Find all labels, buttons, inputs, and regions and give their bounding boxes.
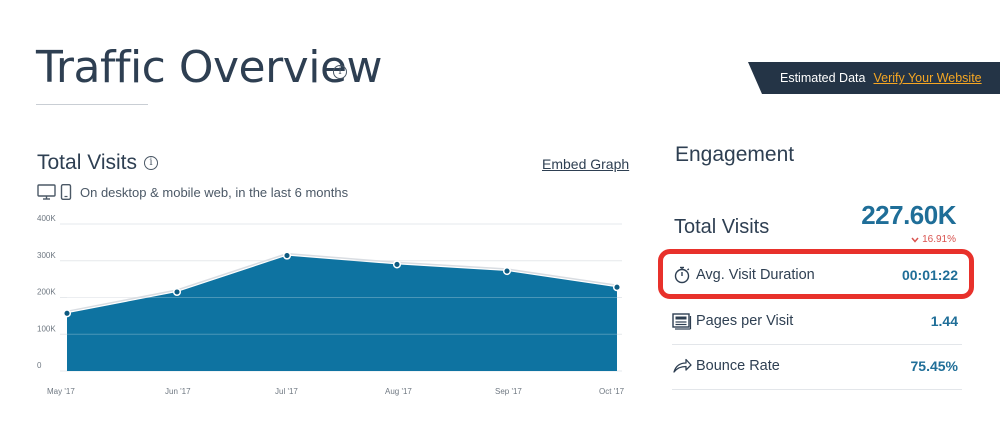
metric-divider bbox=[672, 389, 962, 390]
total-visits-chart: 0 100K 200K 300K 400K May '17 Jun '17 Jul '17 Au… bbox=[37, 214, 625, 396]
x-tick-label: Oct '17 bbox=[599, 387, 625, 396]
metric-avg-visit-duration: Avg. Visit Duration 00:01:22 bbox=[672, 255, 958, 295]
metric-value: 1.44 bbox=[930, 313, 958, 329]
x-tick-label: Jun '17 bbox=[165, 387, 191, 396]
engagement-title: Engagement bbox=[675, 143, 795, 166]
verify-website-link[interactable]: Verify Your Website bbox=[873, 71, 982, 85]
chevron-down-icon bbox=[911, 237, 919, 243]
estimated-data-banner: Estimated Data Verify Your Website bbox=[748, 62, 1000, 94]
total-visits-title: Total Visits bbox=[37, 151, 137, 174]
device-filter: On desktop & mobile web, in the last 6 m… bbox=[37, 184, 348, 200]
metric-pages-per-visit: Pages per Visit 1.44 bbox=[672, 301, 958, 341]
metric-divider bbox=[672, 344, 962, 345]
data-point[interactable] bbox=[282, 251, 292, 260]
metric-value: 75.45% bbox=[910, 358, 958, 374]
page-title: Traffic Overview bbox=[36, 42, 383, 93]
highlight-annotation bbox=[658, 249, 974, 299]
total-visits-info-icon[interactable]: i bbox=[144, 156, 158, 170]
metric-label: Avg. Visit Duration bbox=[696, 267, 815, 283]
y-tick-label: 100K bbox=[37, 324, 56, 333]
data-point[interactable] bbox=[502, 266, 512, 276]
mobile-icon bbox=[60, 184, 72, 200]
data-point[interactable] bbox=[612, 283, 622, 292]
total-visits-change: 16.91% bbox=[911, 234, 956, 245]
title-divider bbox=[36, 104, 148, 105]
embed-graph-link[interactable]: Embed Graph bbox=[542, 156, 630, 172]
total-visits-change-value: 16.91% bbox=[922, 234, 956, 245]
total-visits-label: Total Visits bbox=[674, 216, 770, 238]
x-tick-label: May '17 bbox=[47, 387, 75, 396]
data-point[interactable] bbox=[172, 287, 182, 297]
chart-subtitle: On desktop & mobile web, in the last 6 m… bbox=[80, 184, 349, 200]
stopwatch-icon bbox=[672, 265, 692, 285]
metric-value: 00:01:22 bbox=[901, 267, 958, 283]
estimated-data-label: Estimated Data bbox=[780, 71, 866, 85]
desktop-icon bbox=[37, 184, 56, 200]
total-visits-value: 227.60K bbox=[861, 200, 956, 230]
pages-icon bbox=[672, 311, 692, 331]
y-tick-label: 400K bbox=[37, 214, 56, 223]
y-tick-label: 200K bbox=[37, 288, 56, 297]
metric-label: Pages per Visit bbox=[696, 313, 794, 329]
data-point[interactable] bbox=[392, 260, 402, 269]
visits-line bbox=[66, 252, 618, 313]
x-tick-label: Aug '17 bbox=[385, 387, 412, 396]
y-tick-label: 300K bbox=[37, 251, 56, 260]
metric-bounce-rate: Bounce Rate 75.45% bbox=[672, 346, 958, 386]
x-tick-label: Sep '17 bbox=[495, 387, 522, 396]
data-point[interactable] bbox=[62, 309, 72, 318]
bounce-arrow-icon bbox=[672, 356, 692, 376]
x-tick-label: Jul '17 bbox=[275, 387, 298, 396]
info-icon[interactable]: i bbox=[333, 65, 347, 79]
y-tick-label: 0 bbox=[37, 361, 42, 370]
metric-label: Bounce Rate bbox=[696, 358, 780, 374]
visits-area bbox=[67, 255, 617, 371]
